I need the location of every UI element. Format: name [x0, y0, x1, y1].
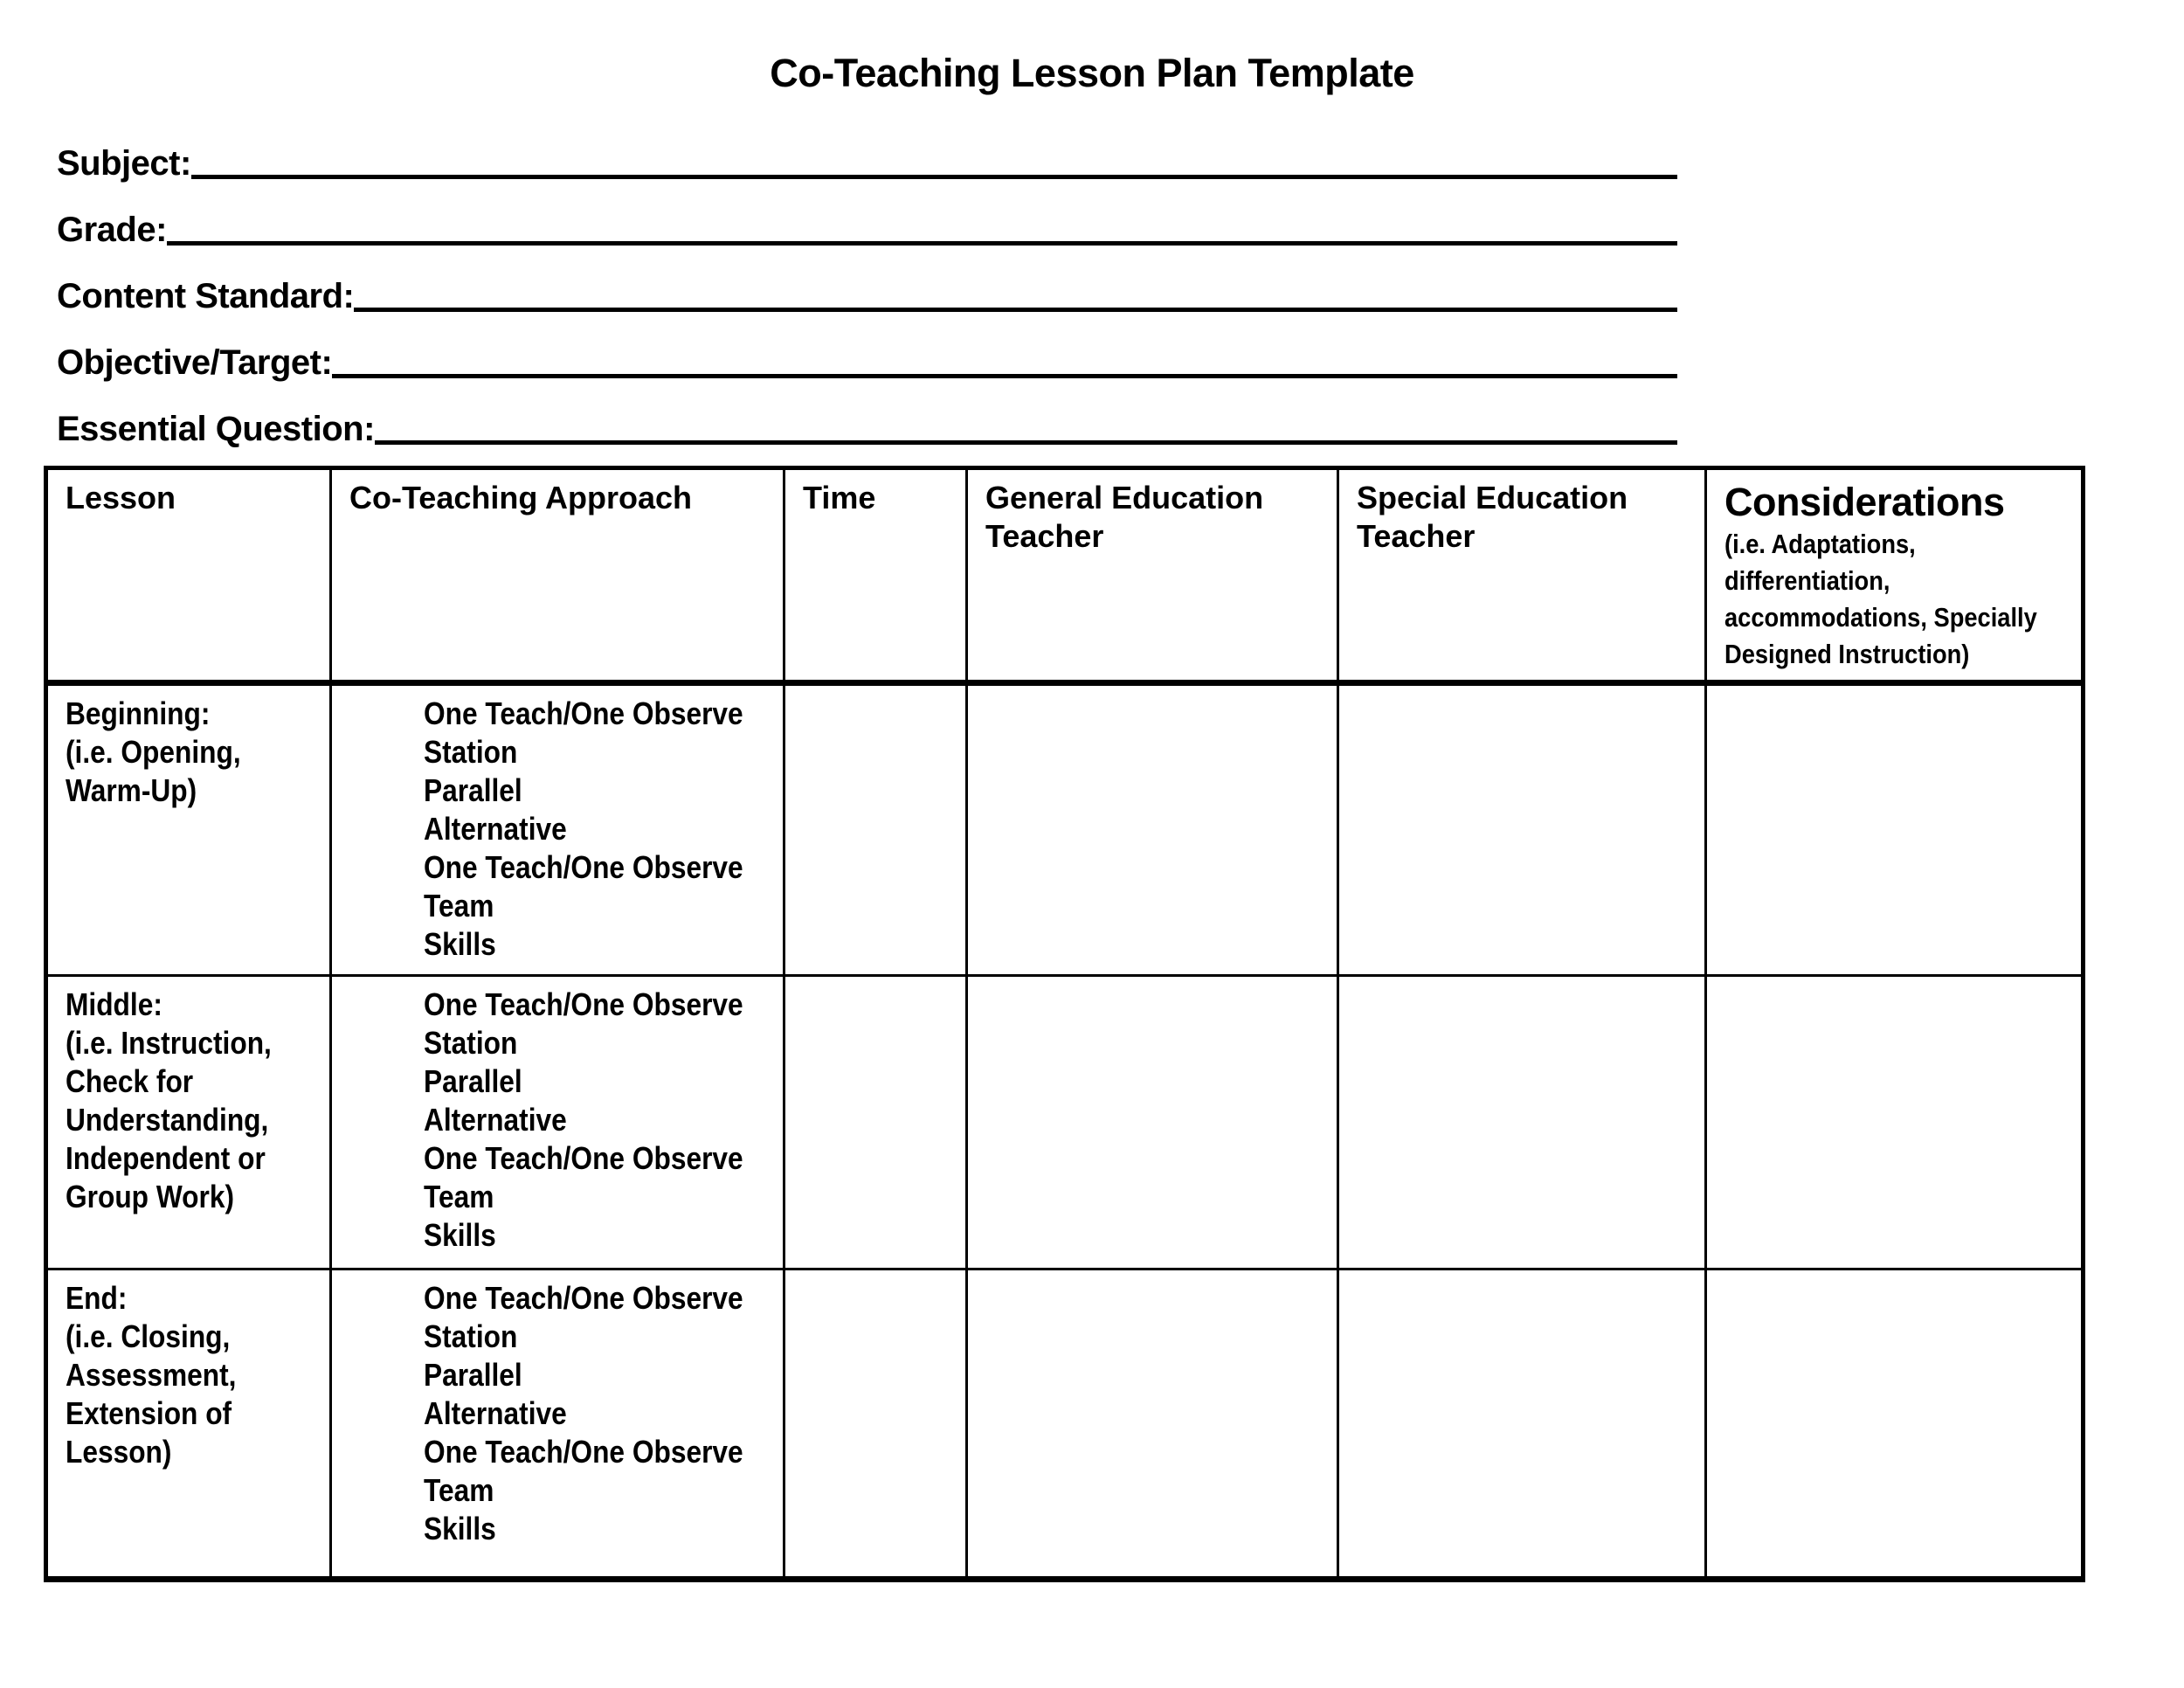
field-subject: Subject:: [57, 142, 1677, 185]
approach-option: Team: [424, 1179, 494, 1214]
table-row-middle: Middle: (i.e. Instruction, Check for Und…: [45, 974, 2084, 1270]
field-label-objective-target: Objective/Target:: [57, 343, 333, 382]
header-general-education-teacher: General Education Teacher: [965, 467, 1339, 686]
cell-time: [783, 1268, 968, 1581]
cell-considerations: [1704, 1268, 2084, 1581]
considerations-subtitle-line: differentiation,: [1724, 565, 1890, 596]
lesson-phase-label: Middle:: [66, 986, 162, 1022]
approach-option: Team: [424, 1472, 494, 1508]
header-time: Time: [783, 467, 968, 686]
lesson-phase-label: End:: [66, 1280, 128, 1316]
approach-option: Parallel: [424, 1063, 522, 1099]
cell-time: [783, 974, 968, 1270]
table-row-beginning: Beginning: (i.e. Opening, Warm-Up) One T…: [45, 681, 2084, 977]
field-blank-content-standard: [354, 307, 1677, 312]
cell-special-education-teacher: [1337, 974, 1707, 1270]
cell-co-teaching-approach: One Teach/One Observe Station Parallel A…: [329, 1268, 785, 1581]
lesson-plan-table: Lesson Co-Teaching Approach Time General…: [44, 466, 2085, 1582]
cell-considerations: [1704, 974, 2084, 1270]
table-header-row: Lesson Co-Teaching Approach Time General…: [45, 467, 2084, 686]
cell-lesson: Middle: (i.e. Instruction, Check for Und…: [45, 974, 332, 1270]
cell-general-education-teacher: [965, 681, 1339, 977]
field-blank-grade: [166, 240, 1677, 246]
approach-option: One Teach/One Observe: [424, 1280, 743, 1316]
considerations-subtitle-line: (i.e. Adaptations,: [1724, 529, 1916, 559]
cell-general-education-teacher: [965, 1268, 1339, 1581]
field-blank-subject: [190, 174, 1677, 179]
cell-lesson: Beginning: (i.e. Opening, Warm-Up): [45, 681, 332, 977]
field-label-essential-question: Essential Question:: [57, 410, 375, 448]
header-co-teaching-approach: Co-Teaching Approach: [329, 467, 785, 686]
approach-option: One Teach/One Observe: [424, 695, 743, 731]
approach-option: One Teach/One Observe: [424, 986, 743, 1022]
approach-option: One Teach/One Observe: [424, 1140, 743, 1176]
header-lesson: Lesson: [45, 467, 332, 686]
header-considerations: Considerations (i.e. Adaptations, differ…: [1704, 467, 2084, 686]
field-blank-objective-target: [332, 373, 1677, 378]
cell-co-teaching-approach: One Teach/One Observe Station Parallel A…: [329, 974, 785, 1270]
approach-option: Skills: [424, 1511, 496, 1546]
approach-option: Team: [424, 888, 494, 924]
approach-option: Alternative: [424, 811, 567, 847]
form-fields: Subject: Grade: Content Standard: Object…: [57, 142, 1677, 474]
cell-time: [783, 681, 968, 977]
approach-option: One Teach/One Observe: [424, 1434, 743, 1470]
lesson-phase-label: Beginning:: [66, 695, 211, 731]
approach-option: Skills: [424, 926, 496, 962]
cell-general-education-teacher: [965, 974, 1339, 1270]
cell-special-education-teacher: [1337, 1268, 1707, 1581]
field-objective-target: Objective/Target:: [57, 341, 1677, 384]
considerations-subtitle-line: Designed Instruction): [1724, 639, 1970, 669]
field-content-standard: Content Standard:: [57, 274, 1677, 318]
cell-lesson: End: (i.e. Closing, Assessment, Extensio…: [45, 1268, 332, 1581]
table-row-end: End: (i.e. Closing, Assessment, Extensio…: [45, 1268, 2084, 1581]
field-blank-essential-question: [374, 439, 1677, 445]
approach-option: Skills: [424, 1217, 496, 1253]
field-grade: Grade:: [57, 208, 1677, 252]
approach-option: Station: [424, 734, 518, 770]
approach-option: Alternative: [424, 1102, 567, 1138]
approach-option: Alternative: [424, 1395, 567, 1431]
cell-considerations: [1704, 681, 2084, 977]
field-label-grade: Grade:: [57, 211, 167, 249]
approach-option: One Teach/One Observe: [424, 849, 743, 885]
approach-option: Station: [424, 1025, 518, 1061]
page-title: Co-Teaching Lesson Plan Template: [770, 51, 1414, 95]
field-essential-question: Essential Question:: [57, 407, 1677, 451]
cell-special-education-teacher: [1337, 681, 1707, 977]
approach-option: Parallel: [424, 772, 522, 808]
cell-co-teaching-approach: One Teach/One Observe Station Parallel A…: [329, 681, 785, 977]
considerations-subtitle-line: accommodations, Specially: [1724, 602, 2037, 633]
approach-option: Station: [424, 1318, 518, 1354]
field-label-content-standard: Content Standard:: [57, 277, 355, 315]
field-label-subject: Subject:: [57, 144, 191, 183]
considerations-title: Considerations: [1724, 480, 2005, 524]
approach-option: Parallel: [424, 1357, 522, 1393]
header-special-education-teacher: Special Education Teacher: [1337, 467, 1707, 686]
